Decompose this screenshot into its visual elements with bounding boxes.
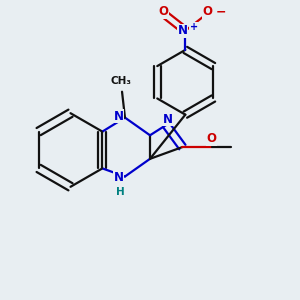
Text: H: H	[116, 187, 125, 197]
Text: N: N	[163, 112, 173, 126]
Text: CH₃: CH₃	[110, 76, 131, 86]
Text: −: −	[216, 5, 226, 18]
Text: O: O	[158, 5, 168, 18]
Text: +: +	[190, 22, 198, 32]
Text: O: O	[207, 132, 217, 145]
Text: N: N	[113, 110, 124, 123]
Text: N: N	[177, 24, 188, 37]
Text: O: O	[202, 5, 212, 18]
Text: N: N	[113, 172, 124, 184]
